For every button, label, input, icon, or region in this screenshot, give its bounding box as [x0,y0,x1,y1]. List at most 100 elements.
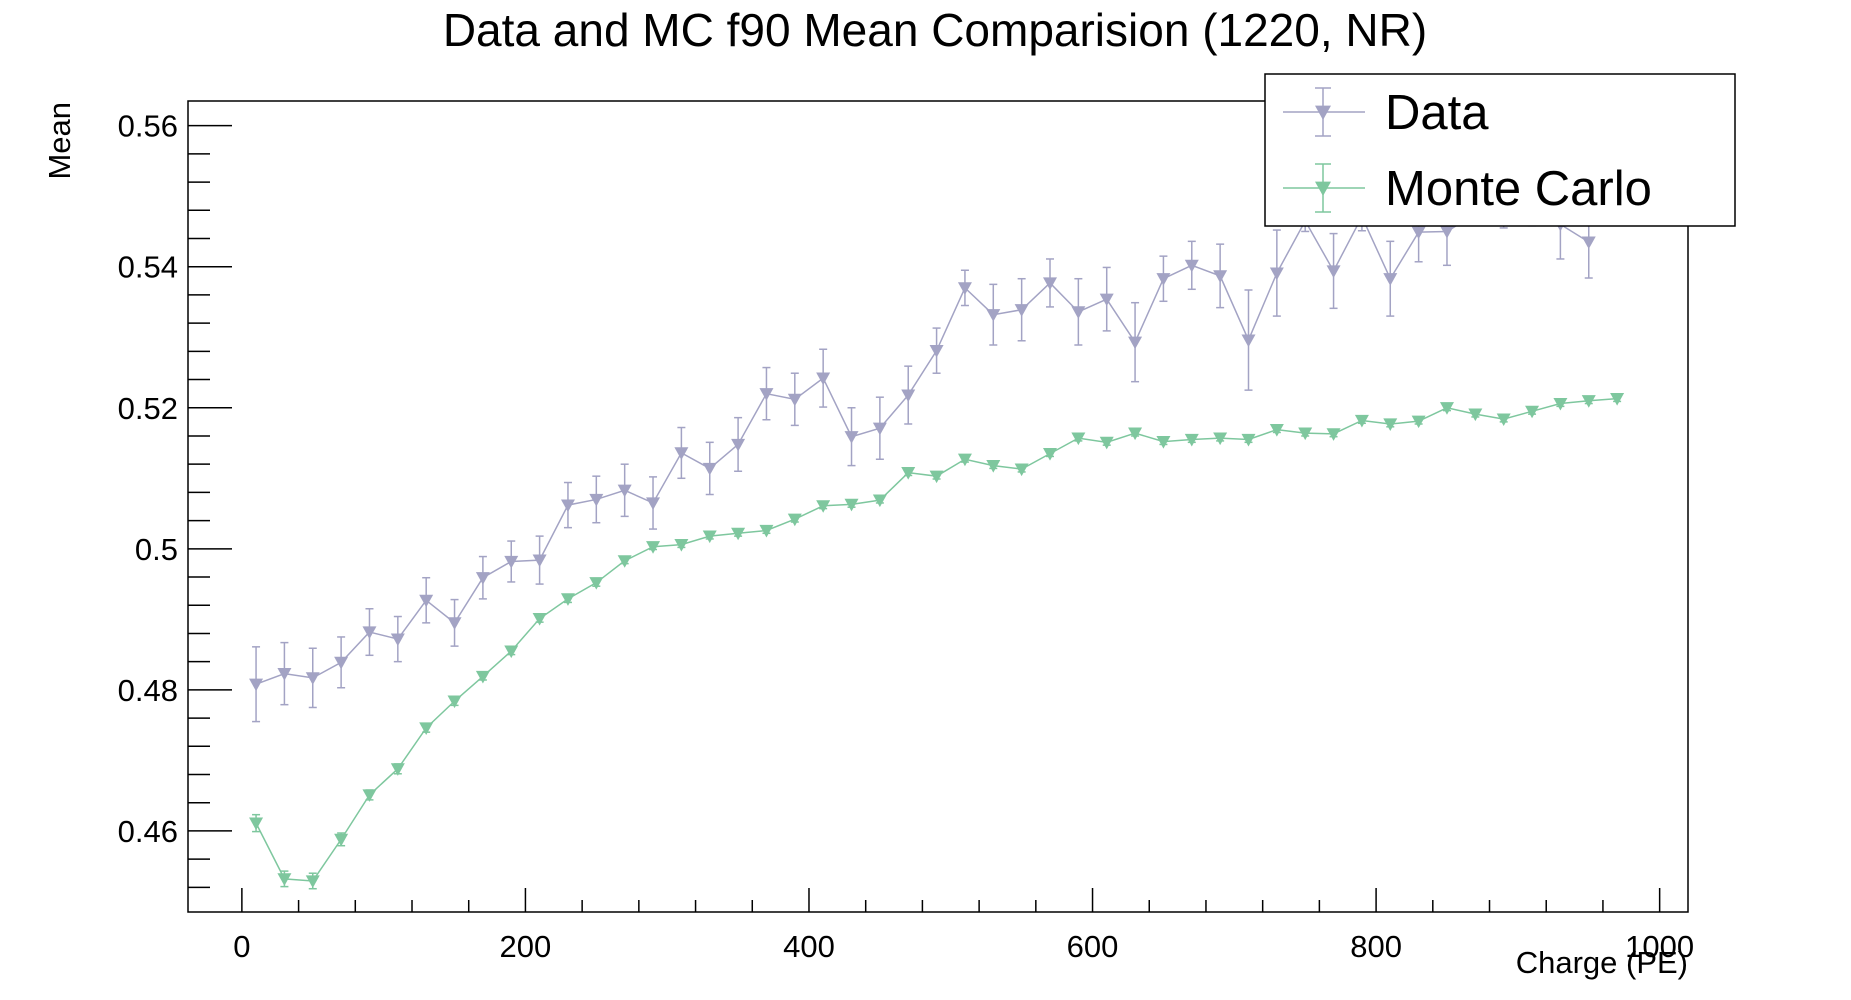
data-point [1383,273,1398,286]
monte-carlo-point [929,470,944,484]
monte-carlo-point [1496,413,1511,427]
data-point [1326,265,1341,278]
monte-carlo-point [334,833,349,847]
y-tick-label: 0.48 [118,673,178,708]
data-point [334,656,349,670]
x-tick-label: 1000 [1625,929,1694,964]
legend-label-data: Data [1385,86,1489,140]
data-point [305,672,320,685]
monte-carlo-point [787,513,802,527]
data-point [1184,259,1199,273]
monte-carlo-point [1298,427,1313,441]
data-point [1099,293,1114,307]
legend-label-monte-carlo: Monte Carlo [1385,162,1652,216]
x-axis-label: Charge (PE) [1516,945,1688,980]
monte-carlo-point [1156,436,1171,449]
monte-carlo-point [957,453,972,467]
data-point [957,282,972,295]
data-point [419,594,434,608]
x-tick-label: 600 [1067,929,1119,964]
monte-carlo-point [674,538,689,552]
y-axis-label: Mean [42,102,77,180]
data-point [1581,236,1596,250]
data-point [447,617,462,630]
data-point [1043,277,1058,290]
legend-marker-monte-carlo [1315,181,1331,196]
monte-carlo-point [1071,432,1086,446]
data-point [504,555,519,569]
monte-carlo-point [390,763,405,776]
monte-carlo-point [872,494,887,508]
data-point [901,389,916,403]
data-point [390,633,405,647]
monte-carlo-point [1525,405,1540,419]
y-tick-label: 0.52 [118,391,178,426]
data-point [560,499,575,513]
monte-carlo-point [1326,428,1341,441]
monte-carlo-point [504,645,519,659]
data-point [1411,226,1426,240]
data-point [532,554,547,568]
data-point [1071,306,1086,319]
data-point [277,668,292,681]
monte-carlo-point [447,695,462,709]
monte-carlo-point [1099,436,1114,450]
y-tick-label: 0.5 [135,532,178,567]
data-point [1213,270,1228,283]
legend: Data Monte Carlo [1264,73,1736,227]
monte-carlo-point [731,527,746,541]
monte-carlo-point [1411,415,1426,429]
monte-carlo-point [1610,393,1625,406]
plot-frame [187,100,1689,913]
y-tick-label: 0.56 [118,109,178,144]
data-point [249,678,264,692]
monte-carlo-point [1553,397,1568,411]
legend-box [1264,73,1736,227]
data-point [816,372,831,386]
data-point [759,388,774,401]
x-tick-label: 200 [500,929,552,964]
x-tick-label: 400 [783,929,835,964]
monte-carlo-point [277,873,292,886]
monte-carlo-point [986,459,1001,473]
data-point [1241,334,1256,348]
monte-carlo-point [1241,433,1256,447]
monte-carlo-point [560,593,575,606]
plot-area: 0 200 400 600 800 1000 0.46 0.48 0.5 0.52 0.54 0.56 [118,100,1694,964]
monte-carlo-point [646,541,661,554]
monte-carlo-point [1581,395,1596,408]
data-point [617,484,632,498]
data-point [702,462,717,476]
monte-carlo-point [844,498,859,512]
data-point [929,345,944,358]
monte-carlo-point [419,722,434,735]
data-point [1128,336,1143,350]
monte-carlo-point [1269,424,1284,437]
monte-carlo-point [901,467,916,480]
data-point [1156,273,1171,286]
x-tick-label: 0 [233,929,250,964]
data-point [475,572,490,585]
monte-carlo-point [702,530,717,544]
monte-carlo-point [1043,448,1058,461]
monte-carlo-point [1439,402,1454,415]
monte-carlo-point [305,875,320,888]
data-point [362,626,377,640]
monte-carlo-point [617,555,632,568]
data-point [589,493,604,507]
monte-carlo-point [589,577,604,590]
monte-carlo-point [1383,418,1398,431]
data-point [674,447,689,460]
chart-title: Data and MC f90 Mean Comparision (1220, … [443,4,1427,56]
data-point [787,393,802,407]
monte-carlo-point [362,789,377,802]
legend-marker-data [1315,105,1331,120]
data-point [646,497,661,510]
monte-carlo-point [249,817,264,831]
data-point [1269,267,1284,281]
monte-carlo-point [1468,408,1483,422]
monte-carlo-point [816,500,831,513]
data-line [255,210,1590,685]
data-point [731,438,746,452]
